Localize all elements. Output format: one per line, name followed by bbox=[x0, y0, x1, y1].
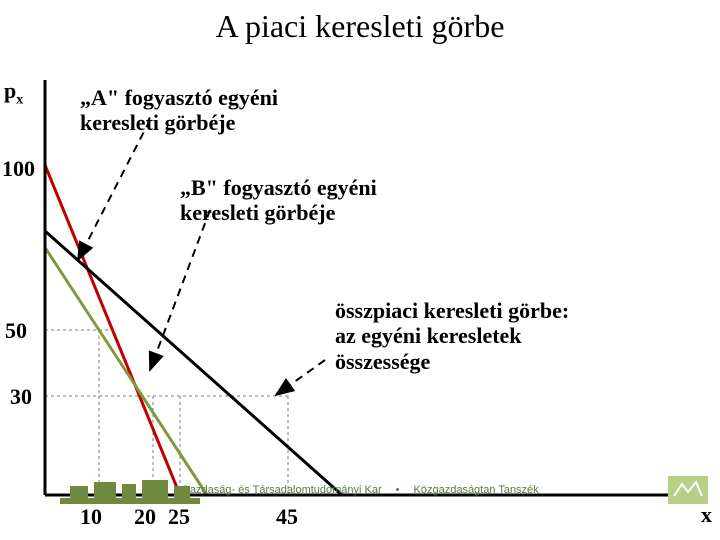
footer-strip: Gazdaság- és Társadalomtudományi Kar • K… bbox=[0, 470, 720, 510]
university-logo-icon bbox=[60, 478, 200, 508]
dept-logo-icon bbox=[668, 476, 708, 504]
footer-department: Közgazdaságtan Tanszék bbox=[414, 484, 539, 496]
footer-faculty: Gazdaság- és Társadalomtudományi Kar bbox=[181, 484, 381, 496]
demand-chart bbox=[0, 0, 720, 540]
footer-dot-icon: • bbox=[396, 484, 400, 496]
